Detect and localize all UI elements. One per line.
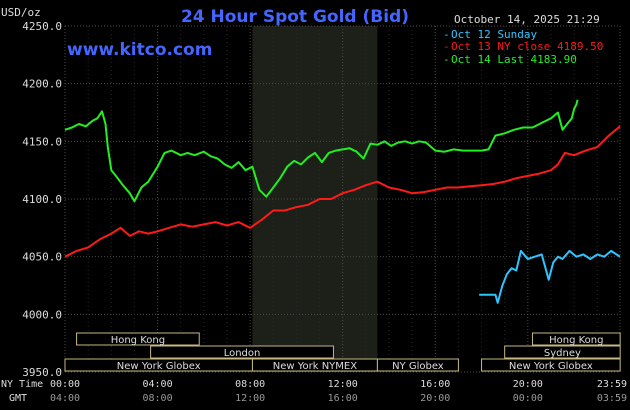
session-bar — [76, 332, 200, 346]
session-label: New York Globex — [509, 361, 593, 372]
x-tick-gmt: 08:00 — [143, 393, 173, 404]
oct13-line — [64, 125, 621, 258]
session-bar — [376, 358, 459, 372]
legend-oct13: Oct 13 NY close 4189.50 — [451, 40, 603, 53]
session-label: Hong Kong — [111, 335, 165, 346]
x-tick-ny: 12:00 — [328, 379, 358, 390]
legend-dash-oct14: - — [443, 53, 450, 66]
x-tick-gmt: 12:00 — [235, 393, 265, 404]
oct12-line — [479, 249, 621, 304]
legend-oct14: Oct 14 Last 4183.90 — [451, 53, 577, 66]
session-label: NY Globex — [392, 361, 444, 372]
legend-oct12: Oct 12 Sunday — [451, 28, 537, 41]
y-tick-label: 4150.0 — [22, 135, 62, 148]
y-unit-label: USD/oz — [1, 6, 41, 19]
grid-lines — [64, 25, 621, 373]
legend-dash-oct12: - — [443, 28, 450, 41]
chart-datetime: October 14, 2025 21:29 — [454, 13, 600, 26]
session-label: Hong Kong — [549, 335, 603, 346]
y-tick-label: 4000.0 — [22, 308, 62, 321]
y-tick-label: 4100.0 — [22, 193, 62, 206]
y-tick-label: 4050.0 — [22, 251, 62, 264]
session-bar — [150, 345, 334, 359]
session-bar — [531, 332, 621, 346]
price-series — [64, 99, 621, 304]
x-tick-ny: 08:00 — [235, 379, 265, 390]
session-bar — [481, 358, 621, 372]
session-label: Sydney — [544, 348, 581, 359]
legend: Oct 12 Sunday Oct 13 NY close 4189.50 Oc… — [443, 28, 603, 66]
x-tick-gmt: 00:00 — [513, 393, 543, 404]
x-tick-ny: 16:00 — [420, 379, 450, 390]
gmt-label: GMT — [9, 393, 27, 404]
session-bar — [504, 345, 621, 359]
legend-dash-oct13: - — [443, 40, 450, 53]
x-tick-gmt: 03:59 — [597, 393, 627, 404]
session-label: New York Globex — [117, 361, 201, 372]
x-tick-gmt: 04:00 — [50, 393, 80, 404]
y-tick-label: 4200.0 — [22, 78, 62, 91]
session-label: New York NYMEX — [273, 361, 358, 372]
x-tick-ny: 04:00 — [143, 379, 173, 390]
chart-title: 24 Hour Spot Gold (Bid) — [181, 7, 409, 27]
oct14-line — [64, 99, 579, 203]
y-tick-label: 3950.0 — [22, 366, 62, 379]
x-tick-ny: 20:00 — [513, 379, 543, 390]
x-tick-gmt: 16:00 — [328, 393, 358, 404]
session-bars: Hong Kong London New York Globex New York N… — [64, 332, 621, 372]
ny-time-label: NY Time — [1, 379, 43, 390]
x-tick-gmt: 20:00 — [420, 393, 450, 404]
x-axis-ticks: 00:00 04:00 08:00 12:00 16:00 20:00 23:59 04:00… — [50, 379, 627, 404]
watermark: www.kitco.com — [67, 40, 212, 60]
y-axis-ticks: 4250.0 4200.0 4150.0 4100.0 4050.0 4000.0 3950… — [22, 20, 62, 379]
y-tick-label: 4250.0 — [22, 20, 62, 33]
x-tick-ny: 23:59 — [597, 379, 627, 390]
x-tick-ny: 00:00 — [50, 379, 80, 390]
session-label: London — [224, 348, 261, 359]
